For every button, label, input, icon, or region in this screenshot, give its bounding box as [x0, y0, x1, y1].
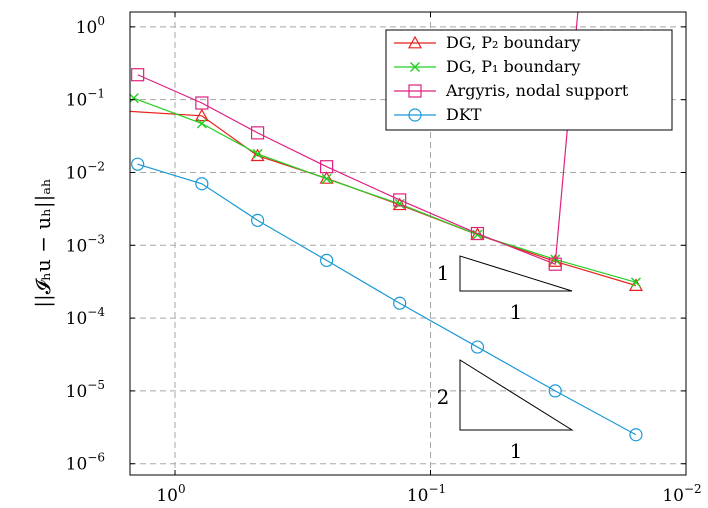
y-tick-label: 100 — [76, 14, 105, 38]
x-tick-label: 100 — [156, 482, 185, 506]
y-tick-label: 10−3 — [66, 232, 105, 256]
axis-ticks: 100 10−1 10−2 100 10−1 10−2 10−3 10−4 10−5 10−6 — [66, 12, 702, 506]
series-line — [137, 163, 637, 436]
slope-triangle — [459, 359, 574, 431]
circle-marker — [131, 157, 145, 171]
square-marker — [195, 96, 209, 110]
circle-marker — [629, 428, 643, 442]
x-tick-label: 10−2 — [662, 482, 701, 506]
series-line — [130, 110, 637, 287]
cross-stroke — [472, 229, 483, 240]
legend-label: DG, P₂ boundary — [446, 33, 580, 52]
y-tick-label: 10−4 — [66, 305, 106, 329]
circle-marker — [548, 384, 562, 398]
series-line — [137, 12, 579, 266]
series-line — [133, 97, 637, 283]
slope-horizontal-label: 1 — [510, 300, 523, 324]
legend: DG, P₂ boundary DG, P₁ boundary Argyris, n… — [385, 29, 673, 131]
slope-horizontal-label: 1 — [510, 439, 523, 463]
circle-marker — [250, 213, 265, 227]
series-layer — [130, 12, 643, 442]
cross-marker — [321, 173, 332, 184]
cross-stroke — [196, 118, 207, 129]
slope-triangles: 1 1 2 1 — [437, 255, 574, 463]
square-marker — [320, 160, 334, 174]
square-marker — [393, 193, 407, 207]
legend-label: Argyris, nodal support — [445, 81, 629, 100]
plot-frame — [129, 11, 687, 476]
triangle-marker — [407, 35, 423, 49]
circle-marker — [320, 253, 334, 268]
slope-triangle — [459, 255, 573, 292]
legend-box — [385, 29, 673, 131]
cross-stroke — [252, 148, 263, 159]
slope-vertical-label: 1 — [437, 261, 450, 285]
slope-vertical-label: 2 — [437, 385, 450, 409]
cross-stroke — [130, 93, 139, 103]
x-tick-label: 10−1 — [407, 482, 446, 506]
cross-stroke — [321, 173, 332, 184]
y-tick-label: 10−1 — [66, 87, 105, 111]
square-marker — [408, 84, 422, 98]
circle-marker — [470, 340, 485, 354]
series-square — [131, 12, 579, 271]
circle-marker — [393, 296, 407, 310]
cross-marker — [196, 118, 207, 129]
y-axis-label: ||𝓘ₕu − uₕ||ₐₕ — [31, 178, 56, 307]
legend-label: DG, P₁ boundary — [446, 57, 580, 76]
square-marker — [470, 226, 485, 241]
legend-label: DKT — [446, 105, 482, 124]
cross-marker — [130, 93, 139, 104]
circle-marker — [195, 177, 209, 191]
series-circle — [131, 157, 643, 442]
cross-marker — [252, 148, 263, 159]
square-marker — [548, 257, 562, 271]
y-tick-label: 10−6 — [66, 451, 105, 475]
cross-marker — [630, 277, 641, 288]
cross-stroke — [410, 62, 420, 72]
triangle-marker — [194, 108, 209, 122]
cross-stroke — [630, 277, 641, 288]
y-tick-label: 10−5 — [66, 378, 105, 402]
square-marker — [250, 126, 265, 140]
cross-marker — [410, 62, 420, 72]
triangle-marker — [392, 197, 407, 211]
circle-marker — [408, 108, 422, 122]
triangle-marker — [130, 115, 131, 117]
square-marker — [131, 68, 145, 82]
y-tick-label: 10−2 — [66, 159, 105, 183]
